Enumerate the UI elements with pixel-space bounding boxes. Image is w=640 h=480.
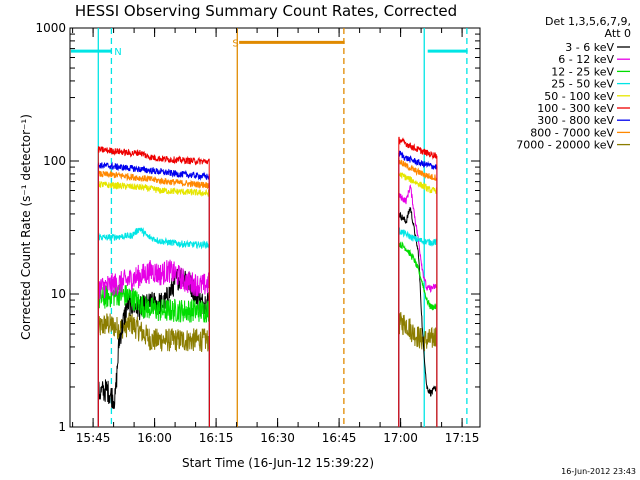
y-tick-label: 1000 — [35, 21, 66, 35]
series-line — [97, 161, 210, 428]
legend-entry-label: 50 - 100 keV — [544, 90, 614, 103]
x-tick-label: 15:45 — [76, 431, 111, 445]
annotation-label: N — [114, 47, 121, 58]
chart-title: HESSI Observing Summary Count Rates, Cor… — [75, 2, 457, 20]
series-line — [398, 241, 438, 427]
series-line — [97, 312, 210, 428]
series-line — [97, 181, 210, 428]
legend-header-line2: Att 0 — [605, 27, 631, 40]
y-tick-label: 1 — [58, 420, 66, 434]
legend-entry-label: 6 - 12 keV — [558, 53, 614, 66]
legend-entry-label: 300 - 800 keV — [537, 114, 614, 127]
legend-entry-label: 7000 - 20000 keV — [516, 139, 614, 152]
plot-frame — [69, 27, 481, 428]
series-line — [97, 259, 210, 428]
series-line — [398, 206, 438, 427]
y-tick-label: 10 — [51, 287, 66, 301]
series-line — [97, 226, 210, 428]
x-axis-label: Start Time (16-Jun-12 15:39:22) — [182, 456, 374, 470]
series-line — [97, 284, 210, 428]
x-tick-label: 17:00 — [383, 431, 418, 445]
timestamp: 16-Jun-2012 23:43 — [561, 467, 636, 476]
x-tick-label: 16:00 — [137, 431, 172, 445]
series-line — [398, 227, 438, 427]
series-line — [97, 146, 210, 428]
x-tick-label: 16:15 — [199, 431, 234, 445]
legend-entry-label: 800 - 7000 keV — [530, 126, 614, 139]
series-line — [398, 311, 438, 427]
series-line — [97, 169, 210, 428]
x-tick-label: 17:15 — [445, 431, 480, 445]
series-line — [398, 184, 438, 427]
legend-entry-label: 25 - 50 keV — [551, 78, 614, 91]
x-tick-label: 16:45 — [322, 431, 357, 445]
legend-entry-label: 3 - 6 keV — [565, 41, 614, 54]
legend-header-line1: Det 1,3,5,6,7,9, — [545, 15, 631, 28]
series-line — [398, 157, 438, 427]
series-line — [398, 136, 438, 427]
series-line — [398, 150, 438, 427]
y-tick-label: 100 — [43, 154, 66, 168]
y-axis: 1 10 100 1000 — [35, 21, 480, 434]
x-tick-label: 16:30 — [260, 431, 295, 445]
series-line — [398, 172, 438, 427]
x-axis: 15:45 16:00 16:15 16:30 16:45 17:00 17:15 — [72, 28, 480, 445]
plot-area: NS — [69, 27, 481, 428]
legend-entry-label: 100 - 300 keV — [537, 102, 614, 115]
y-axis-label: Corrected Count Rate (s⁻¹ detector⁻¹) — [19, 114, 33, 340]
legend-entry-label: 12 - 25 keV — [551, 65, 614, 78]
annotation-label: S — [232, 38, 238, 49]
